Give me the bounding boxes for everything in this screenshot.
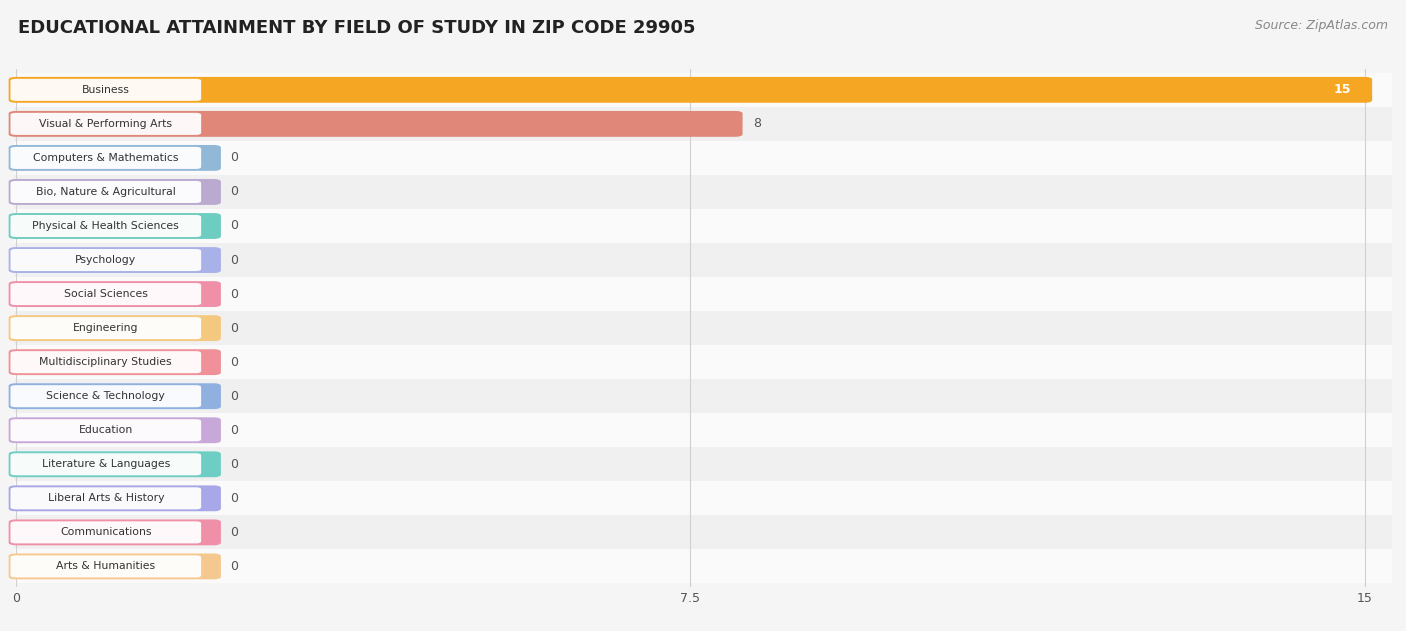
FancyBboxPatch shape xyxy=(8,111,742,137)
Bar xyxy=(14,141,1392,175)
Bar xyxy=(14,379,1392,413)
Text: 8: 8 xyxy=(754,117,762,131)
Text: Multidisciplinary Studies: Multidisciplinary Studies xyxy=(39,357,172,367)
Text: 0: 0 xyxy=(231,424,238,437)
FancyBboxPatch shape xyxy=(8,77,1372,103)
FancyBboxPatch shape xyxy=(10,147,201,169)
FancyBboxPatch shape xyxy=(8,349,221,375)
Text: Arts & Humanities: Arts & Humanities xyxy=(56,562,155,572)
Text: 0: 0 xyxy=(231,526,238,539)
Text: Engineering: Engineering xyxy=(73,323,139,333)
Text: Social Sciences: Social Sciences xyxy=(63,289,148,299)
FancyBboxPatch shape xyxy=(8,553,221,579)
FancyBboxPatch shape xyxy=(8,213,221,239)
Text: 0: 0 xyxy=(231,254,238,266)
Text: Literature & Languages: Literature & Languages xyxy=(42,459,170,469)
Bar xyxy=(14,243,1392,277)
Text: 0: 0 xyxy=(231,288,238,300)
FancyBboxPatch shape xyxy=(10,487,201,509)
FancyBboxPatch shape xyxy=(10,351,201,373)
FancyBboxPatch shape xyxy=(8,417,221,443)
FancyBboxPatch shape xyxy=(8,519,221,545)
FancyBboxPatch shape xyxy=(10,283,201,305)
Bar xyxy=(14,209,1392,243)
Bar xyxy=(14,413,1392,447)
Bar xyxy=(14,447,1392,481)
FancyBboxPatch shape xyxy=(10,181,201,203)
FancyBboxPatch shape xyxy=(8,281,221,307)
Text: 0: 0 xyxy=(231,492,238,505)
Text: 0: 0 xyxy=(231,151,238,165)
FancyBboxPatch shape xyxy=(8,145,221,171)
Text: Education: Education xyxy=(79,425,134,435)
Bar xyxy=(14,311,1392,345)
Bar xyxy=(14,107,1392,141)
Text: Computers & Mathematics: Computers & Mathematics xyxy=(34,153,179,163)
FancyBboxPatch shape xyxy=(10,555,201,577)
Bar xyxy=(14,345,1392,379)
Text: 0: 0 xyxy=(231,390,238,403)
Text: 0: 0 xyxy=(231,457,238,471)
FancyBboxPatch shape xyxy=(10,113,201,135)
Text: EDUCATIONAL ATTAINMENT BY FIELD OF STUDY IN ZIP CODE 29905: EDUCATIONAL ATTAINMENT BY FIELD OF STUDY… xyxy=(18,19,696,37)
Text: Business: Business xyxy=(82,85,129,95)
FancyBboxPatch shape xyxy=(8,179,221,205)
Text: 0: 0 xyxy=(231,220,238,232)
Text: Communications: Communications xyxy=(60,528,152,538)
FancyBboxPatch shape xyxy=(8,383,221,409)
Text: Visual & Performing Arts: Visual & Performing Arts xyxy=(39,119,173,129)
FancyBboxPatch shape xyxy=(10,453,201,475)
FancyBboxPatch shape xyxy=(8,316,221,341)
Text: 0: 0 xyxy=(231,356,238,369)
FancyBboxPatch shape xyxy=(8,451,221,477)
FancyBboxPatch shape xyxy=(10,521,201,543)
Text: Physical & Health Sciences: Physical & Health Sciences xyxy=(32,221,179,231)
Bar xyxy=(14,175,1392,209)
Bar xyxy=(14,550,1392,584)
FancyBboxPatch shape xyxy=(10,249,201,271)
Bar xyxy=(14,481,1392,516)
Text: 15: 15 xyxy=(1334,83,1351,97)
Bar xyxy=(14,277,1392,311)
Text: Science & Technology: Science & Technology xyxy=(46,391,165,401)
Bar xyxy=(14,73,1392,107)
FancyBboxPatch shape xyxy=(10,385,201,407)
Text: Source: ZipAtlas.com: Source: ZipAtlas.com xyxy=(1254,19,1388,32)
FancyBboxPatch shape xyxy=(8,485,221,511)
Text: Psychology: Psychology xyxy=(76,255,136,265)
FancyBboxPatch shape xyxy=(8,247,221,273)
Text: 0: 0 xyxy=(231,186,238,199)
Text: Bio, Nature & Agricultural: Bio, Nature & Agricultural xyxy=(37,187,176,197)
Text: 0: 0 xyxy=(231,322,238,334)
Text: Liberal Arts & History: Liberal Arts & History xyxy=(48,493,165,504)
Bar xyxy=(14,516,1392,550)
FancyBboxPatch shape xyxy=(10,419,201,441)
Text: 0: 0 xyxy=(231,560,238,573)
FancyBboxPatch shape xyxy=(10,79,201,101)
FancyBboxPatch shape xyxy=(10,317,201,339)
FancyBboxPatch shape xyxy=(10,215,201,237)
